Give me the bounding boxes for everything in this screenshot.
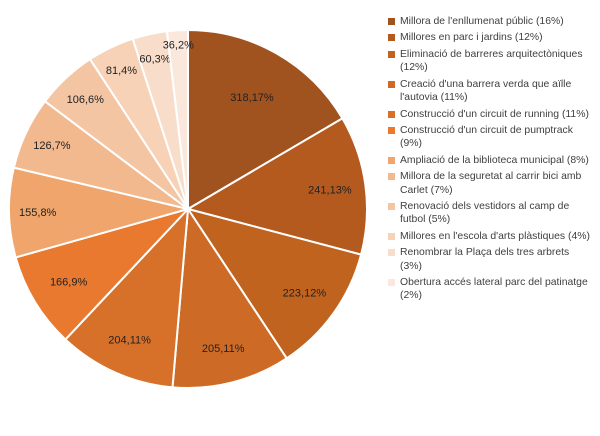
- legend-label: Millora de l'enllumenat públic (16%): [400, 16, 564, 27]
- slice-data-label: 204,11%: [108, 335, 151, 347]
- pie-slice: [171, 206, 289, 389]
- legend-swatch: [388, 34, 395, 42]
- slice-data-label: 36,2%: [163, 40, 194, 52]
- legend-label: Creació d'una barrera verda que aïlle l'…: [400, 78, 572, 104]
- legend-swatch: [388, 279, 395, 287]
- legend-swatch: [388, 50, 395, 58]
- legend-swatch: [388, 173, 395, 181]
- slice-data-label: 60,3%: [139, 54, 170, 66]
- legend-swatch: [388, 156, 395, 164]
- legend-swatch: [388, 110, 395, 118]
- pie-slice: [14, 207, 192, 341]
- pie-slice: [8, 166, 192, 259]
- legend-swatch: [388, 127, 395, 135]
- slice-data-label: 223,12%: [283, 288, 327, 300]
- legend-swatch: [388, 80, 395, 88]
- legend-item: Ampliació de la biblioteca municipal (8%…: [388, 154, 593, 167]
- legend-swatch: [388, 232, 395, 240]
- legend-item: Renovació dels vestidors al camp de futb…: [388, 200, 593, 227]
- legend-item: Renombrar la Plaça dels tres arbrets (3%…: [388, 246, 593, 273]
- pie-slice: [64, 206, 190, 389]
- legend-swatch: [388, 249, 395, 257]
- legend-label: Millores en parc i jardins (12%): [400, 32, 543, 44]
- legend-item: Millora de l'enllumenat públic (16%): [388, 15, 593, 28]
- legend-item: Millores en parc i jardins (12%): [388, 31, 593, 44]
- slice-data-label: 106,6%: [67, 94, 105, 106]
- slice-data-label: 205,11%: [202, 343, 245, 355]
- pie-slice: [165, 28, 189, 210]
- legend-item: Millores en l'escola d'arts plàstiques (…: [388, 230, 593, 243]
- legend-item: Construcció d'un circuit de running (11%…: [388, 108, 593, 121]
- legend-label: Millores en l'escola d'arts plàstiques (…: [400, 230, 590, 242]
- legend-swatch: [388, 203, 395, 211]
- slice-data-label: 126,7%: [33, 140, 71, 152]
- legend-item: Millora de la seguretat al carrir bici a…: [388, 170, 593, 197]
- legend-label: Construcció d'un circuit de pumptrack (9…: [400, 125, 573, 150]
- pie-plot-area: 318,17% 241,13% 223,12% 205,11% 204,11% 166,9…: [8, 28, 368, 389]
- legend-label: Ampliació de la biblioteca municipal (8%…: [400, 154, 589, 166]
- legend-label: Renovació dels vestidors al camp de futb…: [400, 201, 570, 226]
- pie-slice: [187, 28, 344, 211]
- slice-data-label: 241,13%: [308, 185, 352, 197]
- legend-label: Obertura accés lateral parc del patinatg…: [400, 277, 588, 302]
- slice-data-label: 81,4%: [106, 65, 137, 77]
- slice-data-label: 166,9%: [50, 276, 88, 288]
- legend-label: Renombrar la Plaça dels tres arbrets (3%…: [400, 247, 570, 272]
- legend-item: Creació d'una barrera verda que aïlle l'…: [388, 78, 593, 105]
- slice-data-label: 318,17%: [230, 92, 274, 104]
- legend-item: Eliminació de barreres arquitectòniques …: [388, 48, 593, 75]
- slice-data-label: 155,8%: [19, 207, 57, 219]
- pie-slice: [185, 207, 363, 360]
- legend: Millora de l'enllumenat públic (16%) Mill…: [388, 15, 593, 306]
- legend-item: Construcció d'un circuit de pumptrack (9…: [388, 124, 593, 151]
- legend-swatch: [388, 18, 395, 25]
- legend-label: Millora de la seguretat al carrir bici a…: [400, 171, 582, 196]
- legend-label: Construcció d'un circuit de running (11%…: [400, 108, 589, 120]
- legend-label: Eliminació de barreres arquitectòniques …: [400, 48, 583, 74]
- legend-item: Obertura accés lateral parc del patinatg…: [388, 276, 593, 303]
